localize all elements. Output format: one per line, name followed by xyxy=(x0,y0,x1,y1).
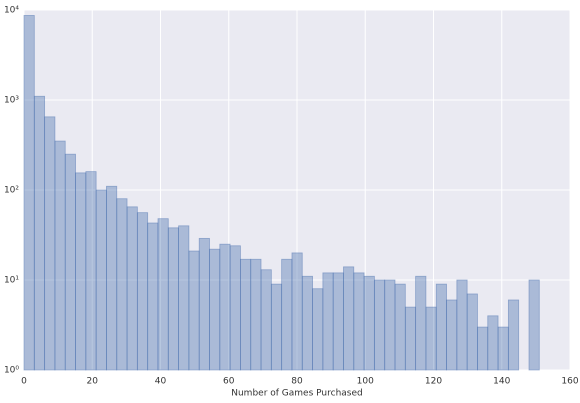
y-tick-label: 10⁰ xyxy=(4,366,19,376)
bar xyxy=(178,225,190,371)
bar xyxy=(147,222,159,371)
bar xyxy=(219,243,231,371)
bar xyxy=(75,172,87,371)
x-tick-label: 0 xyxy=(21,377,27,387)
x-tick-label: 60 xyxy=(223,377,235,387)
bar xyxy=(363,275,375,371)
x-tick-label: 40 xyxy=(155,377,167,387)
bar xyxy=(23,15,35,371)
bar xyxy=(487,315,499,371)
bar xyxy=(188,250,200,371)
x-tick-label: 80 xyxy=(291,377,303,387)
bar xyxy=(281,258,293,371)
bar xyxy=(291,252,303,371)
y-tick-label: 10³ xyxy=(4,96,19,106)
bar xyxy=(446,299,458,371)
bar xyxy=(384,279,396,371)
bar xyxy=(528,279,540,371)
x-tick-label: 20 xyxy=(87,377,99,387)
bar xyxy=(507,299,520,371)
y-tick-label: 10¹ xyxy=(4,276,19,286)
bar xyxy=(95,189,107,371)
bar xyxy=(126,206,138,371)
bar xyxy=(343,266,355,371)
bar xyxy=(54,140,66,371)
x-tick-label: 120 xyxy=(425,377,442,387)
bar xyxy=(270,283,283,371)
bar xyxy=(404,306,417,371)
bar xyxy=(64,153,76,371)
bar xyxy=(312,288,324,371)
bar xyxy=(477,326,489,371)
bar xyxy=(136,212,149,371)
bar xyxy=(106,185,118,371)
bar xyxy=(167,227,179,371)
bar xyxy=(322,272,334,371)
x-axis-label: Number of Games Purchased xyxy=(231,389,362,399)
y-tick-label: 10⁴ xyxy=(4,6,19,16)
bar xyxy=(116,198,128,371)
x-tick-label: 100 xyxy=(357,377,374,387)
x-tick-label: 160 xyxy=(561,377,578,387)
bar xyxy=(301,275,313,371)
y-tick-label: 10² xyxy=(4,186,19,196)
bar xyxy=(198,237,210,371)
bar xyxy=(33,95,46,371)
bar xyxy=(425,306,437,371)
bar xyxy=(240,258,252,371)
bar xyxy=(373,279,386,371)
bar xyxy=(157,218,169,371)
bar xyxy=(44,116,56,371)
bar xyxy=(353,272,365,371)
bar xyxy=(332,272,344,371)
bar xyxy=(456,279,468,371)
x-tick-label: 140 xyxy=(493,377,510,387)
bar xyxy=(85,171,97,371)
bar xyxy=(435,283,447,371)
bar xyxy=(250,258,262,371)
bar xyxy=(229,245,241,371)
bar xyxy=(497,326,509,371)
bar xyxy=(260,269,272,371)
bar xyxy=(415,275,427,371)
bar xyxy=(394,283,406,371)
bar xyxy=(209,248,221,371)
bar xyxy=(466,293,478,371)
